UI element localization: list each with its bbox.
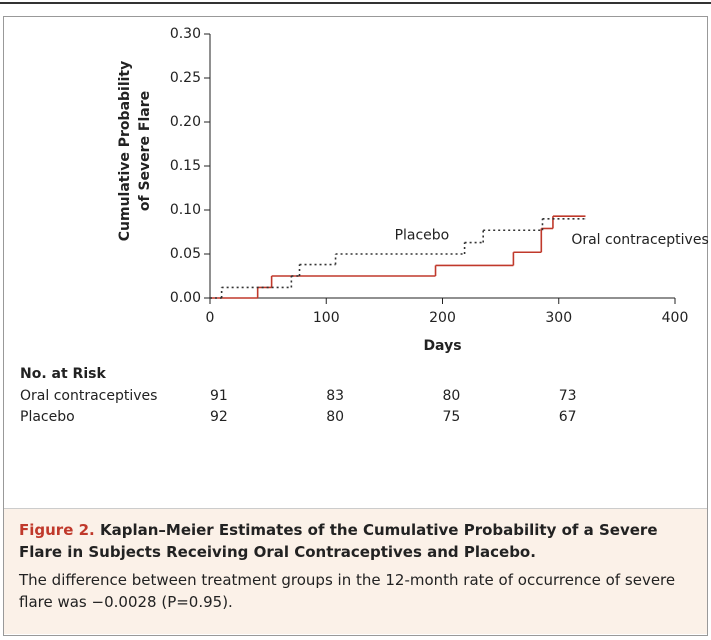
y-tick-label: 0.25 [170,70,201,86]
risk-row-name: Placebo [20,409,75,425]
x-axis-label: Days [423,338,461,354]
caption: Figure 2. Kaplan–Meier Estimates of the … [4,508,707,634]
caption-label: Figure 2. [19,521,95,539]
x-tick-label: 400 [662,310,689,326]
x-tick-label: 0 [206,310,215,326]
risk-count: 83 [326,388,344,404]
frame [3,16,708,636]
risk-count: 75 [443,409,461,425]
risk-count: 80 [443,388,461,404]
risk-title: No. at Risk [20,366,106,382]
series-label: Oral contraceptives [571,232,708,248]
x-tick-label: 100 [313,310,340,326]
y-tick-label: 0.10 [170,202,201,218]
y-tick-label: 0.20 [170,114,201,130]
y-tick-label: 0.00 [170,290,201,306]
y-axis-label: Cumulative Probability [117,61,133,242]
caption-title: Kaplan–Meier Estimates of the Cumulative… [19,521,658,561]
y-tick-label: 0.15 [170,158,201,174]
y-axis-label: of Severe Flare [137,91,153,211]
risk-row-name: Oral contraceptives [20,388,157,404]
caption-text: The difference between treatment groups … [19,571,676,611]
series-label: Placebo [395,228,450,244]
risk-count: 91 [210,388,228,404]
risk-count: 73 [559,388,577,404]
caption-heading: Figure 2. Kaplan–Meier Estimates of the … [19,519,692,563]
risk-count: 67 [559,409,577,425]
y-tick-label: 0.05 [170,246,201,262]
risk-count: 80 [326,409,344,425]
risk-count: 92 [210,409,228,425]
x-tick-label: 300 [545,310,572,326]
y-tick-label: 0.30 [170,26,201,42]
x-tick-label: 200 [429,310,456,326]
